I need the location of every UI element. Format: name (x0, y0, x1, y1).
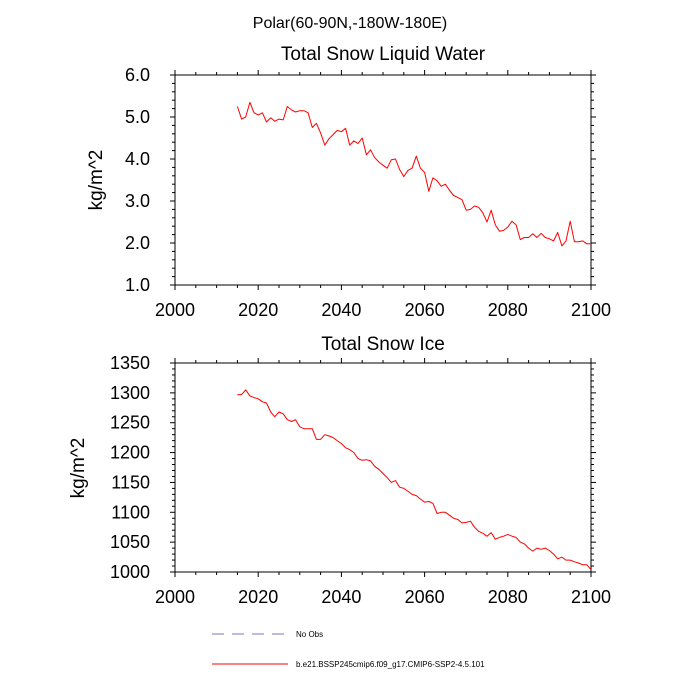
x-tick-label: 2080 (488, 587, 528, 607)
axis-tick-labels: 2000 2020 2040 2060 2080 2100 1000 1050 1100 1150… (110, 353, 611, 607)
axis-ticks (170, 358, 596, 577)
y-tick-label: 1300 (110, 383, 150, 403)
y-tick-label: 5.0 (125, 107, 150, 127)
x-tick-label: 2100 (571, 587, 611, 607)
legend-label-model-run: b.e21.BSSP245cmip6.f09_g17.CMIP6-SSP2-4.… (296, 660, 485, 669)
y-tick-label: 1200 (110, 443, 150, 463)
legend: No Obs b.e21.BSSP245cmip6.f09_g17.CMIP6-… (212, 630, 485, 669)
series-line (236, 101, 591, 247)
x-tick-label: 2000 (155, 587, 195, 607)
y-tick-label: 1350 (110, 353, 150, 373)
y-tick-label: 1000 (110, 562, 150, 582)
x-tick-label: 2100 (571, 300, 611, 320)
figure-suptitle: Polar(60-90N,-180W-180E) (253, 15, 447, 32)
y-tick-label: 1250 (110, 413, 150, 433)
y-tick-label: 6.0 (125, 65, 150, 85)
panel-snow-ice: Total Snow Ice kg/m^2 2000 2020 2040 2060 20… (68, 334, 611, 607)
x-tick-label: 2040 (321, 300, 361, 320)
series-line (237, 389, 592, 570)
x-tick-label: 2020 (238, 587, 278, 607)
chart-title: Total Snow Liquid Water (281, 44, 486, 65)
x-tick-label: 2000 (155, 300, 195, 320)
y-tick-label: 2.0 (125, 233, 150, 253)
y-axis-label: kg/m^2 (86, 150, 107, 211)
axis-ticks (170, 70, 596, 290)
x-tick-label: 2040 (321, 587, 361, 607)
y-tick-label: 1100 (111, 502, 150, 522)
x-tick-label: 2060 (405, 300, 445, 320)
x-tick-label: 2060 (405, 587, 445, 607)
x-tick-label: 2080 (488, 300, 528, 320)
y-tick-label: 4.0 (125, 149, 150, 169)
y-tick-label: 1150 (111, 472, 150, 492)
x-tick-label: 2020 (238, 300, 278, 320)
y-tick-label: 1.0 (125, 275, 150, 295)
legend-label-no-obs: No Obs (296, 630, 323, 639)
axis-tick-labels: 2000 2020 2040 2060 2080 2100 1.0 2.0 3.0 4.0 5.0 6… (125, 65, 611, 320)
y-tick-label: 3.0 (125, 191, 150, 211)
y-tick-label: 1050 (110, 532, 150, 552)
y-axis-label: kg/m^2 (68, 438, 89, 499)
panel-liquid-water: Total Snow Liquid Water kg/m^2 2000 2020 2… (86, 44, 611, 320)
chart-title: Total Snow Ice (321, 334, 445, 355)
